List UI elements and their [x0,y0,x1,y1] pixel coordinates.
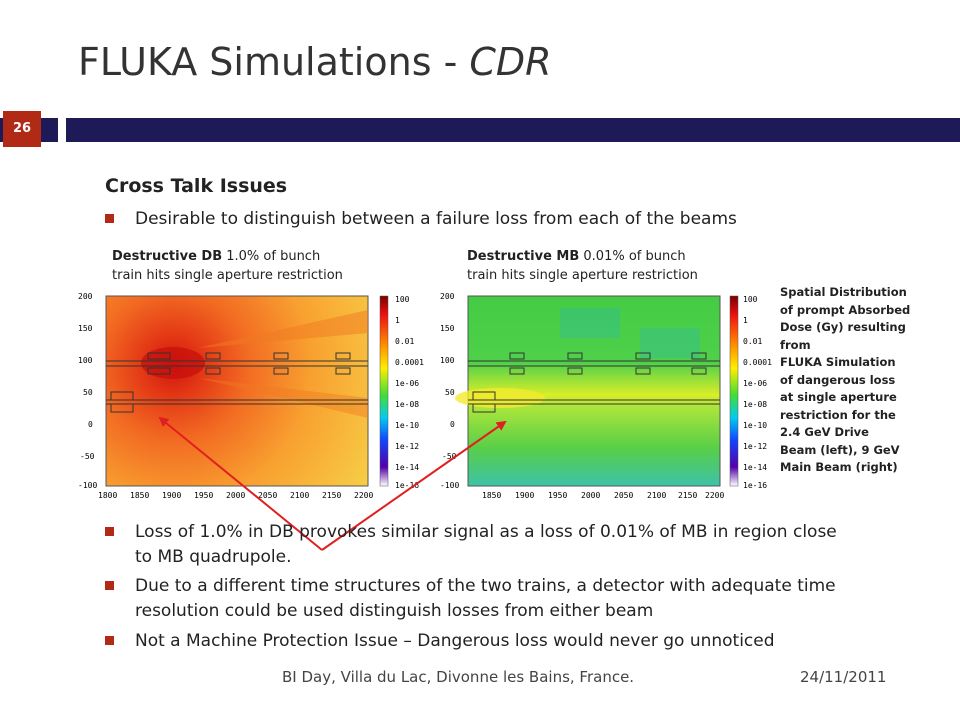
colorbar-label: 0.01 [395,337,414,346]
x-tick-label: 2200 [705,491,724,500]
x-tick-label: 2150 [678,491,697,500]
colorbar-label: 1e-06 [395,379,419,388]
y-tick-label: 0 [88,420,93,429]
x-tick-label: 1950 [548,491,567,500]
bullet-square-icon [105,527,114,536]
footer-venue: BI Day, Villa du Lac, Divonne les Bains,… [282,668,635,686]
x-tick-label: 1900 [515,491,534,500]
x-tick-label: 1950 [194,491,213,500]
y-tick-label: 0 [450,420,455,429]
caption-right: Destructive MB 0.01% of bunch train hits… [467,249,698,283]
x-tick-label: 2050 [258,491,277,500]
y-tick-label: 150 [440,324,455,333]
colorbar-label: 1 [395,316,400,325]
colorbar-label: 100 [743,295,758,304]
x-tick-label: 1850 [482,491,501,500]
x-tick-label: 2000 [226,491,245,500]
colorbar-label: 0.0001 [743,358,772,367]
bullet-item: Loss of 1.0% in DB provokes similar sign… [105,520,845,570]
y-tick-label: 150 [78,324,93,333]
y-tick-label: 50 [445,388,455,397]
header-bar-right [66,118,960,142]
colorbar-label: 100 [395,295,410,304]
bullet-item: Due to a different time structures of th… [105,574,865,624]
y-tick-label: 200 [78,292,93,301]
slide-number: 26 [3,111,41,147]
colorbar-label: 1e-14 [743,463,767,472]
colorbar-label: 0.01 [743,337,762,346]
colorbar-label: 1e-08 [743,400,767,409]
arrow-to-left-plot [158,416,323,551]
y-tick-label: -100 [78,481,97,490]
bullet-square-icon [105,636,114,645]
side-note: Spatial Distribution of prompt Absorbed … [780,285,911,474]
x-tick-label: 1900 [162,491,181,500]
colorbar-label: 1e-06 [743,379,767,388]
colorbar-label: 1e-10 [743,421,767,430]
x-tick-label: 2050 [614,491,633,500]
y-tick-label: -50 [442,452,457,461]
colorbar-label: 1e-16 [395,481,419,490]
x-tick-label: 2150 [322,491,341,500]
colorbar-label: 1e-12 [743,442,767,451]
bullet-square-icon [105,581,114,590]
slide-title-italic: CDR [469,40,552,84]
y-tick-label: -50 [80,452,95,461]
arrow-to-right-plot [321,420,507,551]
x-tick-label: 1800 [98,491,117,500]
y-tick-label: 100 [78,356,93,365]
dose-map-left: 200 150 100 50 0 -50 -100 1800 1850 1900… [78,292,424,500]
x-tick-label: 2000 [581,491,600,500]
colorbar-label: 1e-16 [743,481,767,490]
colorbar-label: 1e-14 [395,463,419,472]
slide-title: FLUKA Simulations - CDR [78,40,552,84]
colorbar-label: 1e-08 [395,400,419,409]
bullet-item: Desirable to distinguish between a failu… [105,207,825,232]
x-tick-label: 2100 [647,491,666,500]
bullet-item: Not a Machine Protection Issue – Dangero… [105,629,885,654]
colorbar-label: 0.0001 [395,358,424,367]
footer-date: 24/11/2011 [800,668,887,686]
bullet-square-icon [105,214,114,223]
y-tick-label: -100 [440,481,459,490]
colorbar-label: 1 [743,316,748,325]
x-tick-label: 2100 [290,491,309,500]
y-tick-label: 200 [440,292,455,301]
y-tick-label: 50 [83,388,93,397]
section-heading: Cross Talk Issues [105,175,288,197]
x-tick-label: 2200 [354,491,373,500]
caption-left: Destructive DB 1.0% of bunch train hits … [112,249,343,283]
x-tick-label: 1850 [130,491,149,500]
colorbar-label: 1e-12 [395,442,419,451]
dose-map-right: 200 150 100 50 0 -50 -100 1850 1900 1950… [440,292,772,500]
colorbar-label: 1e-10 [395,421,419,430]
y-tick-label: 100 [440,356,455,365]
